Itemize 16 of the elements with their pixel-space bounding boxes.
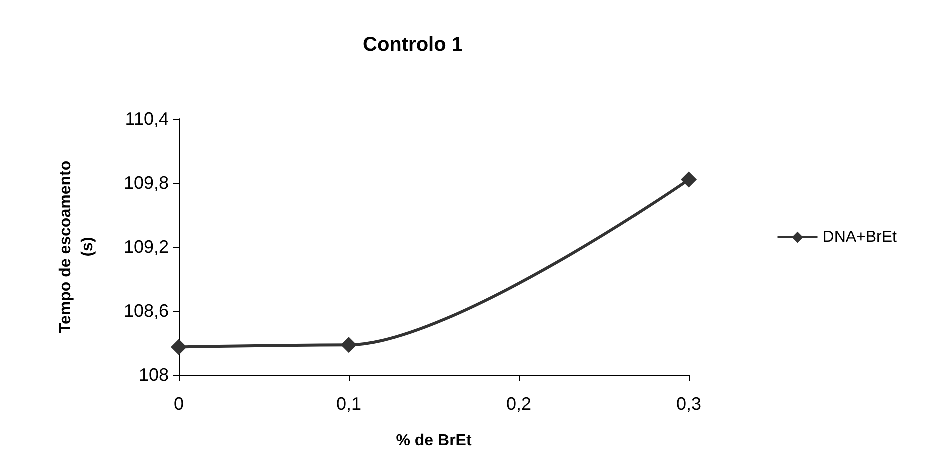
point [341, 337, 357, 354]
x-tick-label: 0,1 [336, 394, 362, 414]
y-axis-title: Tempo de escoamento (s) [58, 160, 96, 334]
x-tick-label: 0,3 [676, 394, 702, 414]
point [171, 339, 187, 356]
y-tick-label: 109,8 [124, 173, 169, 193]
legend-label: DNA+BrEt [822, 229, 898, 246]
chart-title: Controlo 1 [363, 34, 463, 56]
x-tick-label: 0 [174, 394, 184, 414]
y-tick-label: 108,6 [124, 301, 169, 321]
y-tick-label: 109,2 [124, 237, 169, 257]
x-axis-title: % de BrEt [396, 432, 472, 450]
y-tick-label: 108 [138, 365, 169, 385]
y-tick-label: 110,4 [125, 109, 169, 129]
point [681, 172, 697, 188]
x-tick-label: 0,2 [506, 394, 532, 414]
